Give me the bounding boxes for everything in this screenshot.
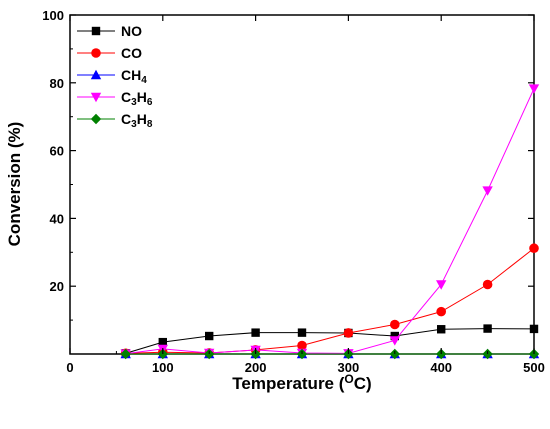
x-tick-label: 300 [338, 360, 360, 375]
y-tick-label: 40 [50, 211, 64, 226]
series-line-no [125, 328, 535, 354]
legend-entry-no: NO [77, 23, 142, 39]
data-point-co [529, 243, 539, 254]
series-c3h6 [120, 84, 540, 359]
data-point-no [529, 324, 539, 334]
data-point-no [297, 328, 307, 337]
x-tick-label: 200 [245, 360, 267, 375]
x-tick-label: 0 [66, 360, 73, 375]
data-point-c3h8 [120, 348, 131, 360]
x-tick-label: 400 [430, 360, 452, 375]
series-line-c3h6 [125, 88, 535, 355]
series-line-co [125, 247, 535, 354]
legend-marker-c3h6 [90, 92, 102, 103]
legend-marker-no [91, 26, 101, 36]
data-point-co [436, 306, 447, 317]
data-point-c3h6 [482, 186, 493, 196]
x-tick-label: 100 [152, 360, 174, 375]
series-co [120, 243, 539, 359]
data-point-co [343, 328, 354, 338]
data-point-c3h6 [436, 280, 447, 290]
data-point-no [251, 328, 260, 337]
data-point-no [205, 331, 214, 341]
data-point-co [482, 279, 493, 290]
y-tick-label: 20 [50, 279, 64, 294]
data-point-c3h6 [389, 336, 400, 346]
data-point-co [297, 340, 307, 351]
legend-entry-c3h8: C3H8 [77, 111, 153, 130]
data-point-co [390, 319, 400, 330]
data-point-no [158, 337, 167, 347]
y-tick-label: 80 [50, 76, 64, 91]
legend-marker-co [91, 48, 101, 58]
legend-label-c3h6: C3H6 [121, 89, 153, 108]
legend-marker-ch4 [90, 69, 102, 80]
legend-label-ch4: CH4 [121, 67, 147, 86]
legend-label-no: NO [121, 23, 142, 39]
legend-entry-c3h6: C3H6 [77, 89, 153, 108]
data-point-no [483, 324, 492, 333]
legend: NO CO CH4 C3H6 C3H8 [77, 23, 153, 130]
x-axis-title: Temperature (OC) [232, 372, 371, 393]
data-point-c3h6 [528, 84, 540, 94]
legend-entry-ch4: CH4 [77, 67, 147, 86]
legend-entry-co: CO [77, 45, 142, 61]
series-layer [120, 84, 540, 360]
legend-label-co: CO [121, 45, 142, 61]
y-tick-label: 60 [50, 144, 64, 159]
plot-frame [69, 14, 535, 355]
plot-border [69, 14, 535, 355]
data-point-no [437, 325, 446, 334]
data-point-no [390, 331, 399, 341]
y-axis-title: Conversion (%) [5, 122, 24, 247]
axis-layer: 0 100 200 300 400 500 20 40 60 80 100 [42, 8, 545, 375]
legend-label-c3h8: C3H8 [121, 111, 153, 130]
legend-marker-c3h8 [90, 113, 102, 125]
y-tick-label: 100 [42, 8, 64, 23]
x-tick-label: 500 [523, 360, 545, 375]
